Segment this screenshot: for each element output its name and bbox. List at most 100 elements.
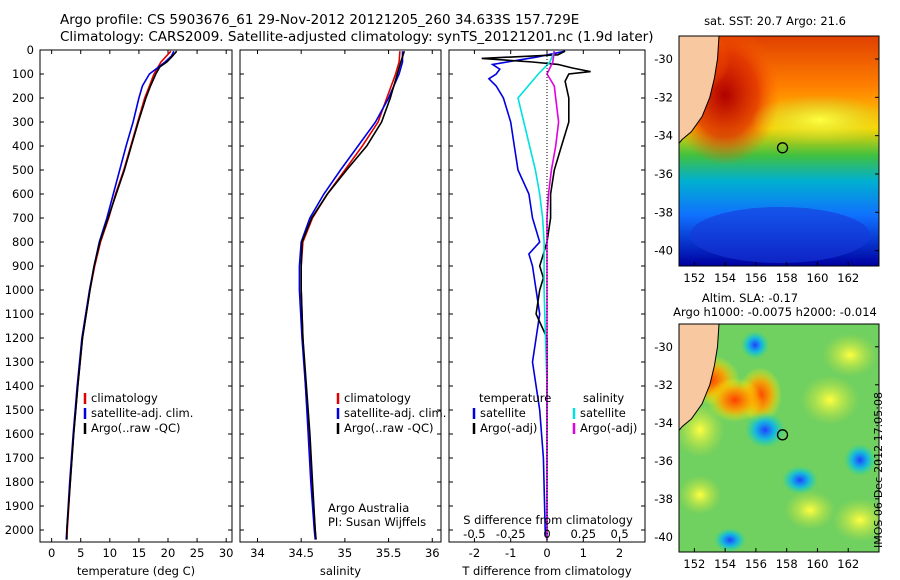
figure-title-line2: Climatology: CARS2009. Satellite-adjuste… [60,29,654,45]
sla-ytick-label: -34 [654,416,673,430]
temp-plot-frame [39,49,233,543]
sla-anomaly-blob [822,333,878,377]
temp-ytick-label: 1500 [5,403,34,417]
sla-anomaly-blob [741,331,769,359]
sla-ytick-label: -36 [654,454,673,468]
sla-anomaly-blob [745,412,785,448]
sst-xtick-label: 162 [837,271,859,285]
diff-legend-s-title: salinity [583,391,624,405]
imos-timestamp-label: IMOS 06-Dec-2012 17:05:08 [872,392,885,548]
temp-ytick-label: 2000 [5,523,34,537]
legend-label: Argo(..raw -QC) [344,421,434,435]
temp-ytick-label: 1100 [5,307,34,321]
temp-ytick-label: 1800 [5,475,34,489]
diff-stick-label: -0.25 [496,527,526,541]
legend-label: climatology [91,391,158,405]
sal-plot-frame [239,49,442,543]
temp-ytick-label: 700 [12,211,34,225]
sla-land [679,324,720,432]
sla-anomaly-blob [707,378,763,422]
sal-xtick-label: 34 [250,546,265,560]
legend-label: satellite-adj. clim. [344,406,446,420]
temp-xtick-label: 0 [48,546,55,560]
sal-note-line2: PI: Susan Wijffels [328,515,426,529]
sst-frame [678,35,880,267]
sla-ytick-label: -40 [654,530,673,544]
temp-ytick-label: 200 [12,91,34,105]
sal-xlabel: salinity [320,564,361,578]
sla-field [679,324,879,552]
legend-label: satellite [580,406,626,420]
diff-xlabel-top: S difference from climatology [463,513,633,527]
legend-label: Argo(-adj) [580,421,637,435]
temp-ytick-label: 1300 [5,355,34,369]
sst-xtick-label: 160 [806,271,828,285]
temp-xtick-label: 15 [132,546,147,560]
diff-xtick-label: 0 [543,546,550,560]
sst-float-marker [776,142,789,154]
temp-xtick-label: 20 [161,546,176,560]
sla-title-line1: Altim. SLA: -0.17 [702,291,798,305]
sla-xtick-label: 156 [745,557,767,571]
temp-ytick-label: 600 [12,187,34,201]
diff-xtick-label: -1 [505,546,516,560]
temp-xlabel: temperature (deg C) [77,564,195,578]
sst-field [679,36,879,266]
sst-land [679,36,720,145]
temp-ytick-label: 1200 [5,331,34,345]
temp-ytick-label: 400 [12,139,34,153]
sal-xtick-label: 35 [338,546,353,560]
diff-stick-label: -0.5 [463,527,485,541]
temp-ytick-label: 1700 [5,451,34,465]
sla-anomaly-blob [832,498,879,542]
legend-label: climatology [344,391,411,405]
sal-xtick-label: 36 [425,546,440,560]
sla-xtick-label: 152 [683,557,705,571]
diff-xtick-label: 1 [580,546,587,560]
temp-xtick-label: 10 [102,546,117,560]
temp-ytick-label: 800 [12,235,34,249]
sla-anomaly-blob [800,375,860,425]
temp-ytick-label: 1600 [5,427,34,441]
temp-ytick-label: 1900 [5,499,34,513]
sla-xtick-label: 160 [806,557,828,571]
temp-ytick-label: 100 [12,67,34,81]
diff-legend-t-title: temperature [479,391,551,405]
legend-label: Argo(..raw -QC) [91,421,181,435]
diff-xlabel: T difference from climatology [461,564,632,578]
sst-yellow-band [750,95,879,145]
legend-label: Argo(-adj) [480,421,537,435]
sst-xtick-label: 154 [714,271,736,285]
sal-xtick-label: 35.5 [376,546,402,560]
temp-ytick-label: 0 [27,43,34,57]
sst-cold-patch [690,207,870,263]
temp-xtick-label: 25 [190,546,205,560]
sst-ytick-label: -38 [654,205,673,219]
temp-ytick-label: 1400 [5,379,34,393]
figure-title-line1: Argo profile: CS 5903676_61 29-Nov-2012 … [60,12,580,28]
temp-ytick-label: 300 [12,115,34,129]
legend-label: satellite-adj. clim. [91,406,193,420]
diff-xtick-label: -2 [469,546,480,560]
sla-ytick-label: -30 [654,340,673,354]
sla-anomaly-blob [714,528,746,552]
diff-xtick-label: 2 [616,546,623,560]
sla-anomaly-blob [679,475,722,515]
diff-stick-label: 0.25 [570,527,596,541]
temp-series-argo-raw-qc- [66,50,178,540]
diff-stick-label: 0 [543,527,550,541]
sla-ytick-label: -32 [654,378,673,392]
sst-ytick-label: -34 [654,129,673,143]
sla-anomaly-blob [844,444,876,476]
sst-xtick-label: 158 [776,271,798,285]
sla-frame [678,323,880,553]
sal-series-argo-raw-qc- [300,50,406,540]
temp-ytick-label: 1000 [5,283,34,297]
sst-xtick-label: 152 [683,271,705,285]
sla-ytick-label: -38 [654,492,673,506]
sla-anomaly-blob [782,466,818,494]
sst-ytick-label: -36 [654,167,673,181]
sla-xtick-label: 154 [714,557,736,571]
sst-ytick-label: -40 [654,244,673,258]
